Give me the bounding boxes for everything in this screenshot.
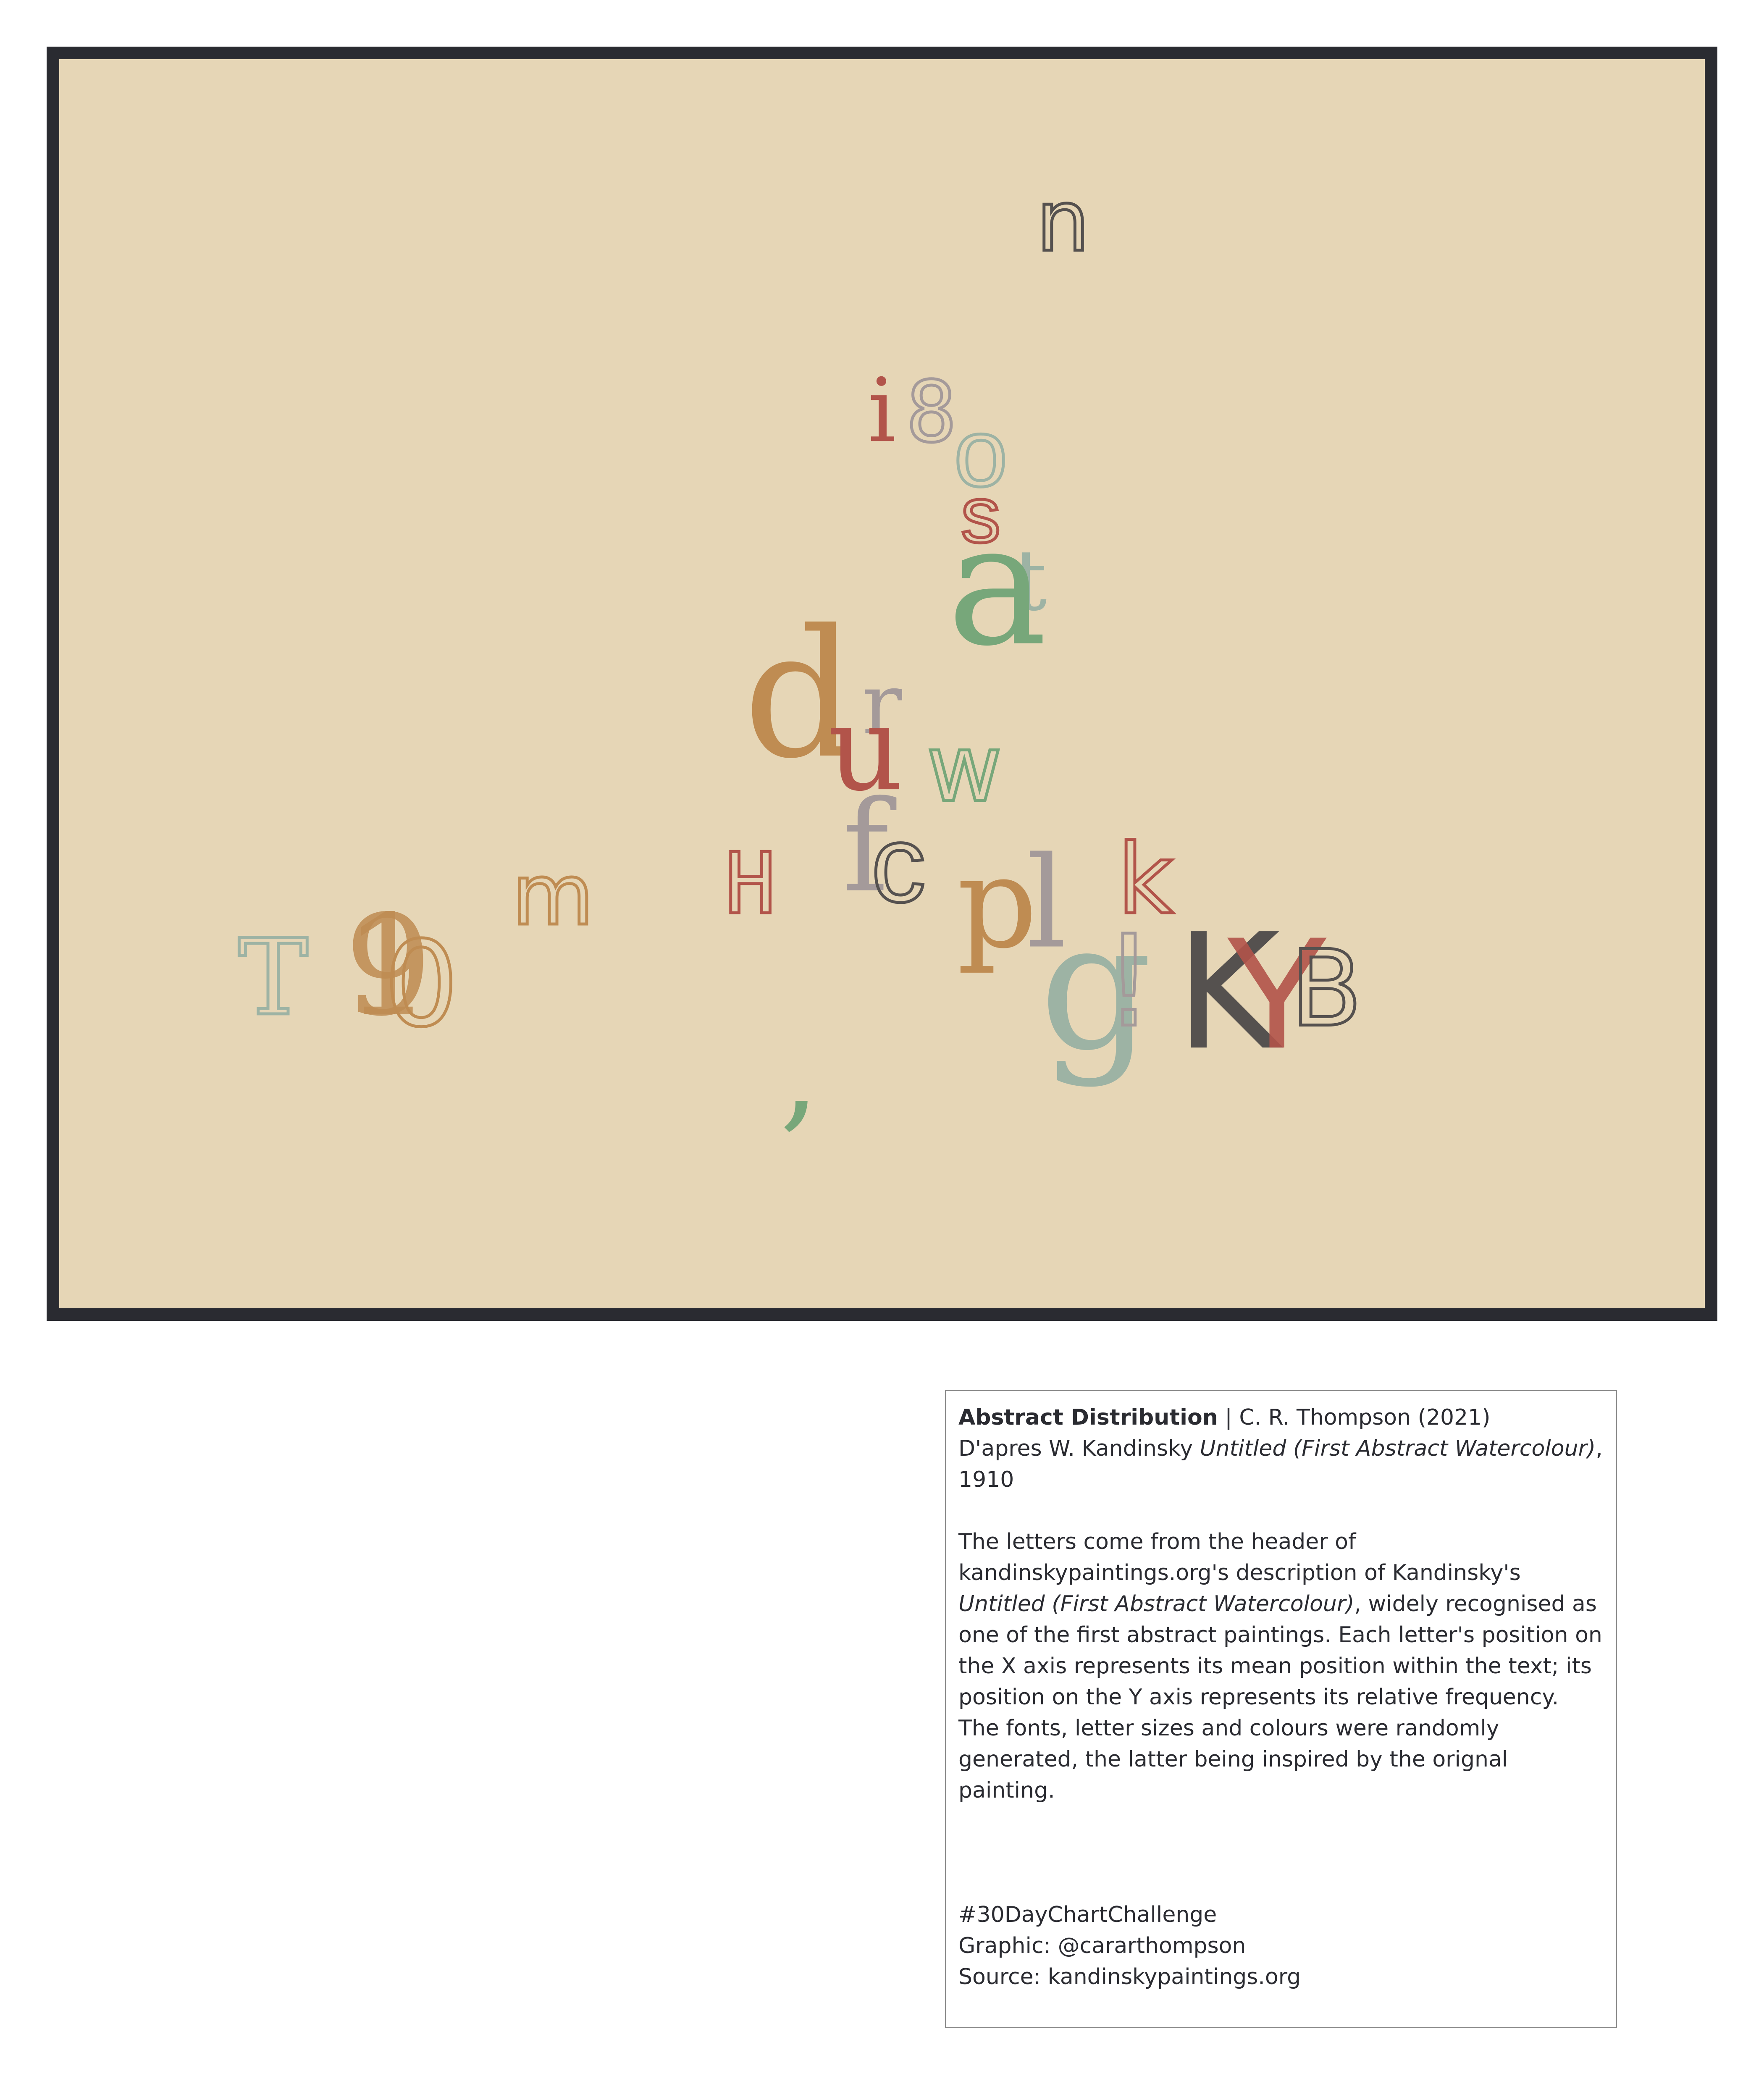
letter-point-r: r — [862, 655, 902, 753]
letter-point-m: m — [512, 846, 594, 944]
letter-point-t: t — [1013, 532, 1047, 630]
letter-point-1: 1 — [344, 885, 433, 1047]
letter-point-k: k — [1117, 824, 1173, 936]
caption-desc-work: Untitled (First Abstract Watercolour) — [958, 1591, 1354, 1617]
letter-point-i: i — [868, 359, 896, 462]
letter-point-a: a — [947, 488, 1047, 683]
caption-desc-part2: , widely recognised as one of the first … — [958, 1591, 1602, 1803]
caption-author: | C. R. Thompson (2021) — [1218, 1405, 1491, 1430]
letter-point-p: p — [957, 830, 1037, 976]
letter-point-f: f — [842, 774, 897, 920]
caption-after-year: , 1910 — [958, 1436, 1603, 1492]
caption-box: Abstract Distribution | C. R. Thompson (… — [945, 1390, 1617, 2028]
caption-title: Abstract Distribution — [958, 1405, 1218, 1430]
caption-desc-part1: The letters come from the header of kand… — [958, 1529, 1521, 1586]
letter-point-8: 8 — [906, 363, 956, 461]
letter-point-w: w — [927, 715, 1002, 822]
letter-point-comma: , — [780, 998, 819, 1145]
letter-point-o: o — [954, 399, 1008, 507]
letter-point-c: c — [871, 803, 926, 925]
caption-hashtag: #30DayChartChallenge — [958, 1902, 1217, 1927]
letter-point-l: l — [1026, 830, 1067, 976]
caption-description: The letters come from the header of kand… — [958, 1526, 1604, 1806]
letter-point-exclamation: ! — [1091, 908, 1167, 1055]
letter-point-9: 9 — [344, 885, 433, 1047]
caption-graphic-credit: Graphic: @cararthompson — [958, 1933, 1246, 1958]
letter-point-u: u — [828, 680, 903, 817]
letter-point-T: T — [238, 916, 308, 1039]
letter-point-0: 0 — [384, 916, 459, 1053]
letter-point-s: s — [961, 470, 1001, 559]
letter-point-n: n — [1037, 173, 1090, 270]
caption-after-work: Untitled (First Abstract Watercolour) — [1200, 1436, 1596, 1461]
letter-point-B: B — [1290, 928, 1362, 1050]
letter-point-Y: Y — [1224, 903, 1330, 1082]
caption-after: D'apres W. Kandinsky Untitled (First Abs… — [958, 1433, 1604, 1495]
caption-source: Source: kandinskypaintings.org — [958, 1964, 1301, 1990]
letter-point-g: g — [1040, 884, 1152, 1089]
caption-after-prefix: D'apres W. Kandinsky — [958, 1436, 1200, 1461]
letter-point-d: d — [743, 592, 856, 798]
letter-point-H: H — [725, 835, 775, 933]
letter-point-K: K — [1175, 899, 1285, 1085]
caption-heading: Abstract Distribution | C. R. Thompson (… — [958, 1402, 1604, 1433]
